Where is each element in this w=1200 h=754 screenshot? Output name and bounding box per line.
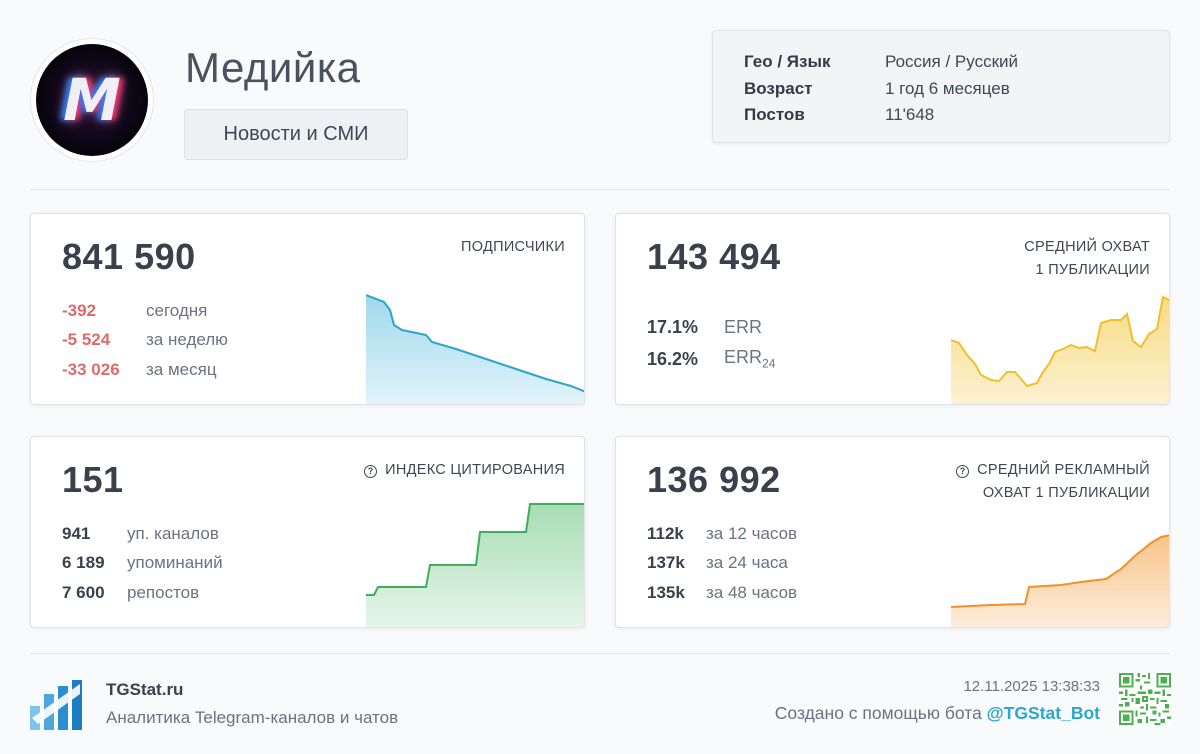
err-subscript: 24 [762,356,776,371]
subscribers-card: 841 590 ПОДПИСЧИКИ -392 сегодня -5 524 з… [30,213,585,405]
ad-reach-area [951,535,1169,627]
stat-row: 941 уп. каналов [62,519,223,549]
stat-label: упоминаний [127,553,223,573]
citation-stats: 941 уп. каналов 6 189 упоминаний 7 600 р… [62,519,223,608]
bot-link[interactable]: @TGStat_Bot [986,703,1100,723]
stat-value: 17.1% [647,316,699,337]
channel-title: Медийка [185,44,361,91]
stat-label: за 24 часа [706,553,788,573]
citation-line [366,503,584,596]
ad-reach-count: 136 992 [647,459,781,500]
subscribers-stats: -392 сегодня -5 524 за неделю -33 026 за… [62,296,228,385]
question-circle-icon[interactable]: ? [956,465,970,478]
stat-label: за неделю [146,330,228,350]
info-key: Постов [744,105,805,125]
reach-line [951,295,1169,388]
footer-date: 12.11.2025 13:38:33 [963,678,1100,695]
channel-info-box: Гео / Язык Россия / Русский Возраст 1 го… [712,30,1170,143]
stat-value: 135k [647,582,685,602]
info-value: 11'648 [885,105,935,125]
stat-row: 16.2% ERR24 [647,343,775,375]
ad-reach-stats: 112k за 12 часов 137k за 24 часа 135k за… [647,519,797,608]
created-prefix: Создано с помощью бота [774,703,987,723]
stat-row: 135k за 48 часов [647,578,797,608]
subscribers-sparkline [366,294,584,404]
stat-label: ERR [724,316,763,337]
stat-label: уп. каналов [127,523,219,543]
citation-card: 151 ? ИНДЕКС ЦИТИРОВАНИЯ 941 уп. каналов … [30,436,585,628]
stat-row: 112k за 12 часов [647,519,797,549]
stat-row: -5 524 за неделю [62,326,228,356]
footer-created: Создано с помощью бота @TGStat_Bot [775,703,1100,724]
ad-reach-label[interactable]: ? СРЕДНИЙ РЕКЛАМНЫЙ ОХВАТ 1 ПУБЛИКАЦИИ [956,459,1150,505]
stat-value: 7 600 [62,582,105,602]
subscribers-count: 841 590 [62,236,196,277]
ad-reach-line [951,534,1169,608]
stat-value: 941 [62,523,91,543]
footer-subtitle: Аналитика Telegram-каналов и чатов [106,708,399,727]
info-key: Возраст [744,78,813,98]
subscribers-area [366,295,584,404]
stat-label: за месяц [146,359,217,379]
citation-label[interactable]: ? ИНДЕКС ЦИТИРОВАНИЯ [364,459,565,482]
subscribers-line [366,294,584,393]
qr-code-icon [1119,673,1171,725]
channel-avatar: M [30,38,154,162]
err-text: ERR [724,347,763,368]
subscribers-label: ПОДПИСЧИКИ [461,239,565,255]
stat-label: сегодня [146,300,208,320]
stat-row: -392 сегодня [62,296,228,326]
ad-reach-sparkline [951,534,1169,627]
stat-row: 137k за 24 часа [647,549,797,579]
stat-row: 7 600 репостов [62,578,223,608]
reach-sparkline [951,295,1169,404]
stat-value: 112k [647,523,684,543]
ad-reach-label-line1: ? СРЕДНИЙ РЕКЛАМНЫЙ [956,459,1150,482]
avatar-letter: M [63,66,121,134]
divider [30,653,1170,654]
stat-value: -392 [62,300,97,320]
stat-value: -5 524 [62,330,111,350]
stat-label: за 12 часов [706,523,798,543]
stat-value: 16.2% [647,348,699,369]
info-row-geo: Гео / Язык Россия / Русский [744,49,1169,76]
stat-label: ERR24 [724,347,775,371]
reach-label-line2: 1 ПУБЛИКАЦИИ [1035,262,1150,278]
tgstat-logo-icon [30,680,82,730]
stat-value: 137k [647,553,685,573]
stat-value: 6 189 [62,553,105,573]
citation-sparkline [366,503,584,627]
reach-label-line1: СРЕДНИЙ ОХВАТ [1024,239,1150,255]
ad-reach-card: 136 992 ? СРЕДНИЙ РЕКЛАМНЫЙ ОХВАТ 1 ПУБЛИ… [615,436,1170,628]
stat-value: -33 026 [62,359,120,379]
citation-index: 151 [62,459,124,500]
reach-label: СРЕДНИЙ ОХВАТ 1 ПУБЛИКАЦИИ [1024,236,1150,282]
citation-label-text: ИНДЕКС ЦИТИРОВАНИЯ [385,462,565,478]
reach-count: 143 494 [647,236,781,277]
ad-reach-label-text: СРЕДНИЙ РЕКЛАМНЫЙ [977,462,1150,478]
footer-brand[interactable]: TGStat.ru [106,680,184,699]
info-value: 1 год 6 месяцев [885,78,1010,98]
stat-row: 6 189 упоминаний [62,549,223,579]
question-circle-icon[interactable]: ? [364,465,378,478]
ad-reach-label-line2: ОХВАТ 1 ПУБЛИКАЦИИ [982,485,1150,501]
reach-stats: 17.1% ERR 16.2% ERR24 [647,311,775,375]
reach-card: 143 494 СРЕДНИЙ ОХВАТ 1 ПУБЛИКАЦИИ 17.1%… [615,213,1170,405]
info-row-age: Возраст 1 год 6 месяцев [744,76,1169,103]
category-badge[interactable]: Новости и СМИ [184,109,408,160]
info-row-posts: Постов 11'648 [744,102,1169,129]
info-key: Гео / Язык [744,52,831,72]
stat-label: репостов [127,582,200,602]
divider [30,189,1170,190]
info-value: Россия / Русский [885,52,1018,72]
stat-row: -33 026 за месяц [62,355,228,385]
avatar-image: M [36,44,148,156]
stat-row: 17.1% ERR [647,311,775,343]
stat-label: за 48 часов [706,582,798,602]
